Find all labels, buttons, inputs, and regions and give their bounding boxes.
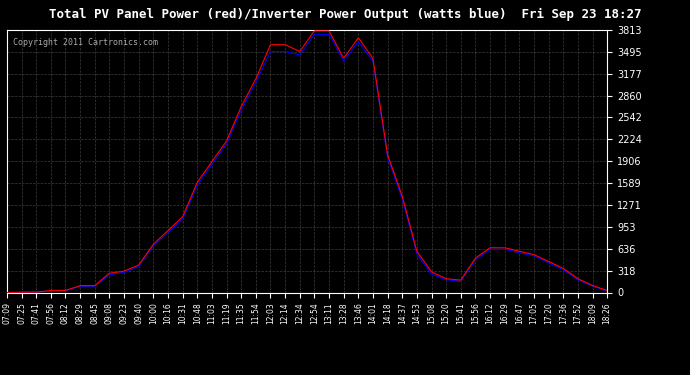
Text: Total PV Panel Power (red)/Inverter Power Output (watts blue)  Fri Sep 23 18:27: Total PV Panel Power (red)/Inverter Powe… — [49, 8, 641, 21]
Text: Copyright 2011 Cartronics.com: Copyright 2011 Cartronics.com — [13, 38, 158, 47]
